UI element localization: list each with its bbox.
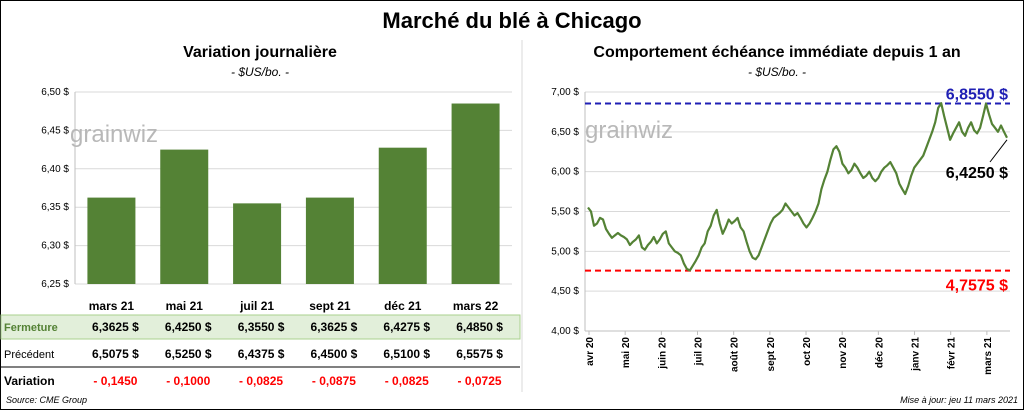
table-cell: - 0,1450 bbox=[93, 374, 137, 388]
table-cell: 6,3625 $ bbox=[92, 320, 139, 334]
table-cell: 6,4500 $ bbox=[311, 347, 358, 361]
watermark-logo: grainwiz bbox=[585, 117, 673, 144]
last-value-label: 6,4250 $ bbox=[946, 165, 1008, 182]
line-xtick-label: oct 20 bbox=[802, 337, 813, 366]
table-cell: 6,4250 $ bbox=[165, 320, 212, 334]
table-cell: 6,3625 $ bbox=[311, 320, 358, 334]
table-cell: 6,3550 $ bbox=[238, 320, 285, 334]
line-xtick-label: mars 21 bbox=[983, 337, 994, 375]
bar-category-label: mai 21 bbox=[166, 299, 204, 313]
page-title: Marché du blé à Chicago bbox=[382, 8, 642, 33]
bar bbox=[305, 197, 354, 284]
bar-ytick-label: 6,25 $ bbox=[41, 279, 69, 290]
table-cell: 6,4375 $ bbox=[238, 347, 285, 361]
line-xtick-label: avr 20 bbox=[585, 337, 596, 366]
source-note: Source: CME Group bbox=[6, 395, 88, 405]
bar-ytick-label: 6,40 $ bbox=[41, 164, 69, 175]
table-cell: - 0,1000 bbox=[166, 374, 210, 388]
table-cell: 6,4850 $ bbox=[456, 320, 503, 334]
bar-chart-unit: - $US/bo. - bbox=[230, 65, 290, 79]
bar-category-label: sept 21 bbox=[309, 299, 351, 313]
last-value-leader bbox=[989, 139, 1008, 163]
line-xtick-label: déc 20 bbox=[874, 337, 885, 369]
line-xtick-label: janv 21 bbox=[911, 337, 922, 372]
table-cell: - 0,0825 bbox=[239, 374, 283, 388]
line-xtick-label: août 20 bbox=[730, 337, 741, 372]
table-cell: 6,5075 $ bbox=[92, 347, 139, 361]
line-ytick-label: 7,00 $ bbox=[551, 87, 579, 98]
bar-ytick-label: 6,50 $ bbox=[41, 87, 69, 98]
line-ytick-label: 5,00 $ bbox=[551, 246, 579, 257]
bar-ytick-label: 6,35 $ bbox=[41, 202, 69, 213]
table-row-label: Fermeture bbox=[4, 322, 58, 334]
table-cell: 6,5100 $ bbox=[383, 347, 430, 361]
bar-ytick-label: 6,30 $ bbox=[41, 241, 69, 252]
bar-category-label: mars 21 bbox=[89, 299, 135, 313]
line-xtick-label: févr 21 bbox=[947, 337, 958, 370]
table-cell: - 0,0825 bbox=[385, 374, 429, 388]
line-xtick-label: nov 20 bbox=[838, 337, 849, 369]
line-ytick-label: 5,50 $ bbox=[551, 207, 579, 218]
line-xtick-label: juil 20 bbox=[694, 337, 705, 367]
table-row-label: Variation bbox=[4, 374, 55, 388]
bar-ytick-label: 6,45 $ bbox=[41, 125, 69, 136]
line-ytick-label: 6,50 $ bbox=[551, 127, 579, 138]
watermark-logo: grainwiz bbox=[70, 121, 158, 148]
high-value-label: 6,8550 $ bbox=[946, 87, 1008, 104]
line-ytick-label: 6,00 $ bbox=[551, 167, 579, 178]
bar bbox=[87, 197, 136, 284]
line-ytick-label: 4,00 $ bbox=[551, 326, 579, 337]
bar bbox=[233, 203, 282, 284]
price-series-line bbox=[587, 102, 1008, 272]
bar-chart-title: Variation journalière bbox=[183, 44, 337, 61]
bar bbox=[451, 103, 500, 285]
table-cell: - 0,0875 bbox=[312, 374, 356, 388]
bar-category-label: déc 21 bbox=[384, 299, 422, 313]
table-row-label: Précédent bbox=[4, 349, 54, 361]
bar-category-label: mars 22 bbox=[453, 299, 499, 313]
table-cell: 6,5250 $ bbox=[165, 347, 212, 361]
line-ytick-label: 4,50 $ bbox=[551, 286, 579, 297]
table-row-highlight bbox=[0, 314, 521, 340]
line-xtick-label: mai 20 bbox=[621, 337, 632, 369]
line-chart-title: Comportement échéance immédiate depuis 1… bbox=[593, 44, 961, 61]
table-cell: - 0,0725 bbox=[458, 374, 502, 388]
line-chart-unit: - $US/bo. - bbox=[747, 65, 807, 79]
table-cell: 6,5575 $ bbox=[456, 347, 503, 361]
low-value-label: 4,7575 $ bbox=[946, 278, 1008, 295]
table-cell: 6,4275 $ bbox=[383, 320, 430, 334]
bar bbox=[160, 149, 209, 284]
bar-category-label: juil 21 bbox=[239, 299, 274, 313]
update-note: Mise à jour: jeu 11 mars 2021 bbox=[900, 395, 1018, 405]
line-xtick-label: sept 20 bbox=[766, 337, 777, 372]
line-xtick-label: juin 20 bbox=[657, 337, 668, 370]
bar bbox=[378, 147, 427, 284]
